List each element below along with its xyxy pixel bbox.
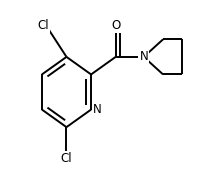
Text: N: N xyxy=(139,50,148,63)
Text: Cl: Cl xyxy=(61,152,72,165)
Text: O: O xyxy=(111,19,120,32)
Text: N: N xyxy=(93,103,102,116)
Text: Cl: Cl xyxy=(38,19,49,32)
